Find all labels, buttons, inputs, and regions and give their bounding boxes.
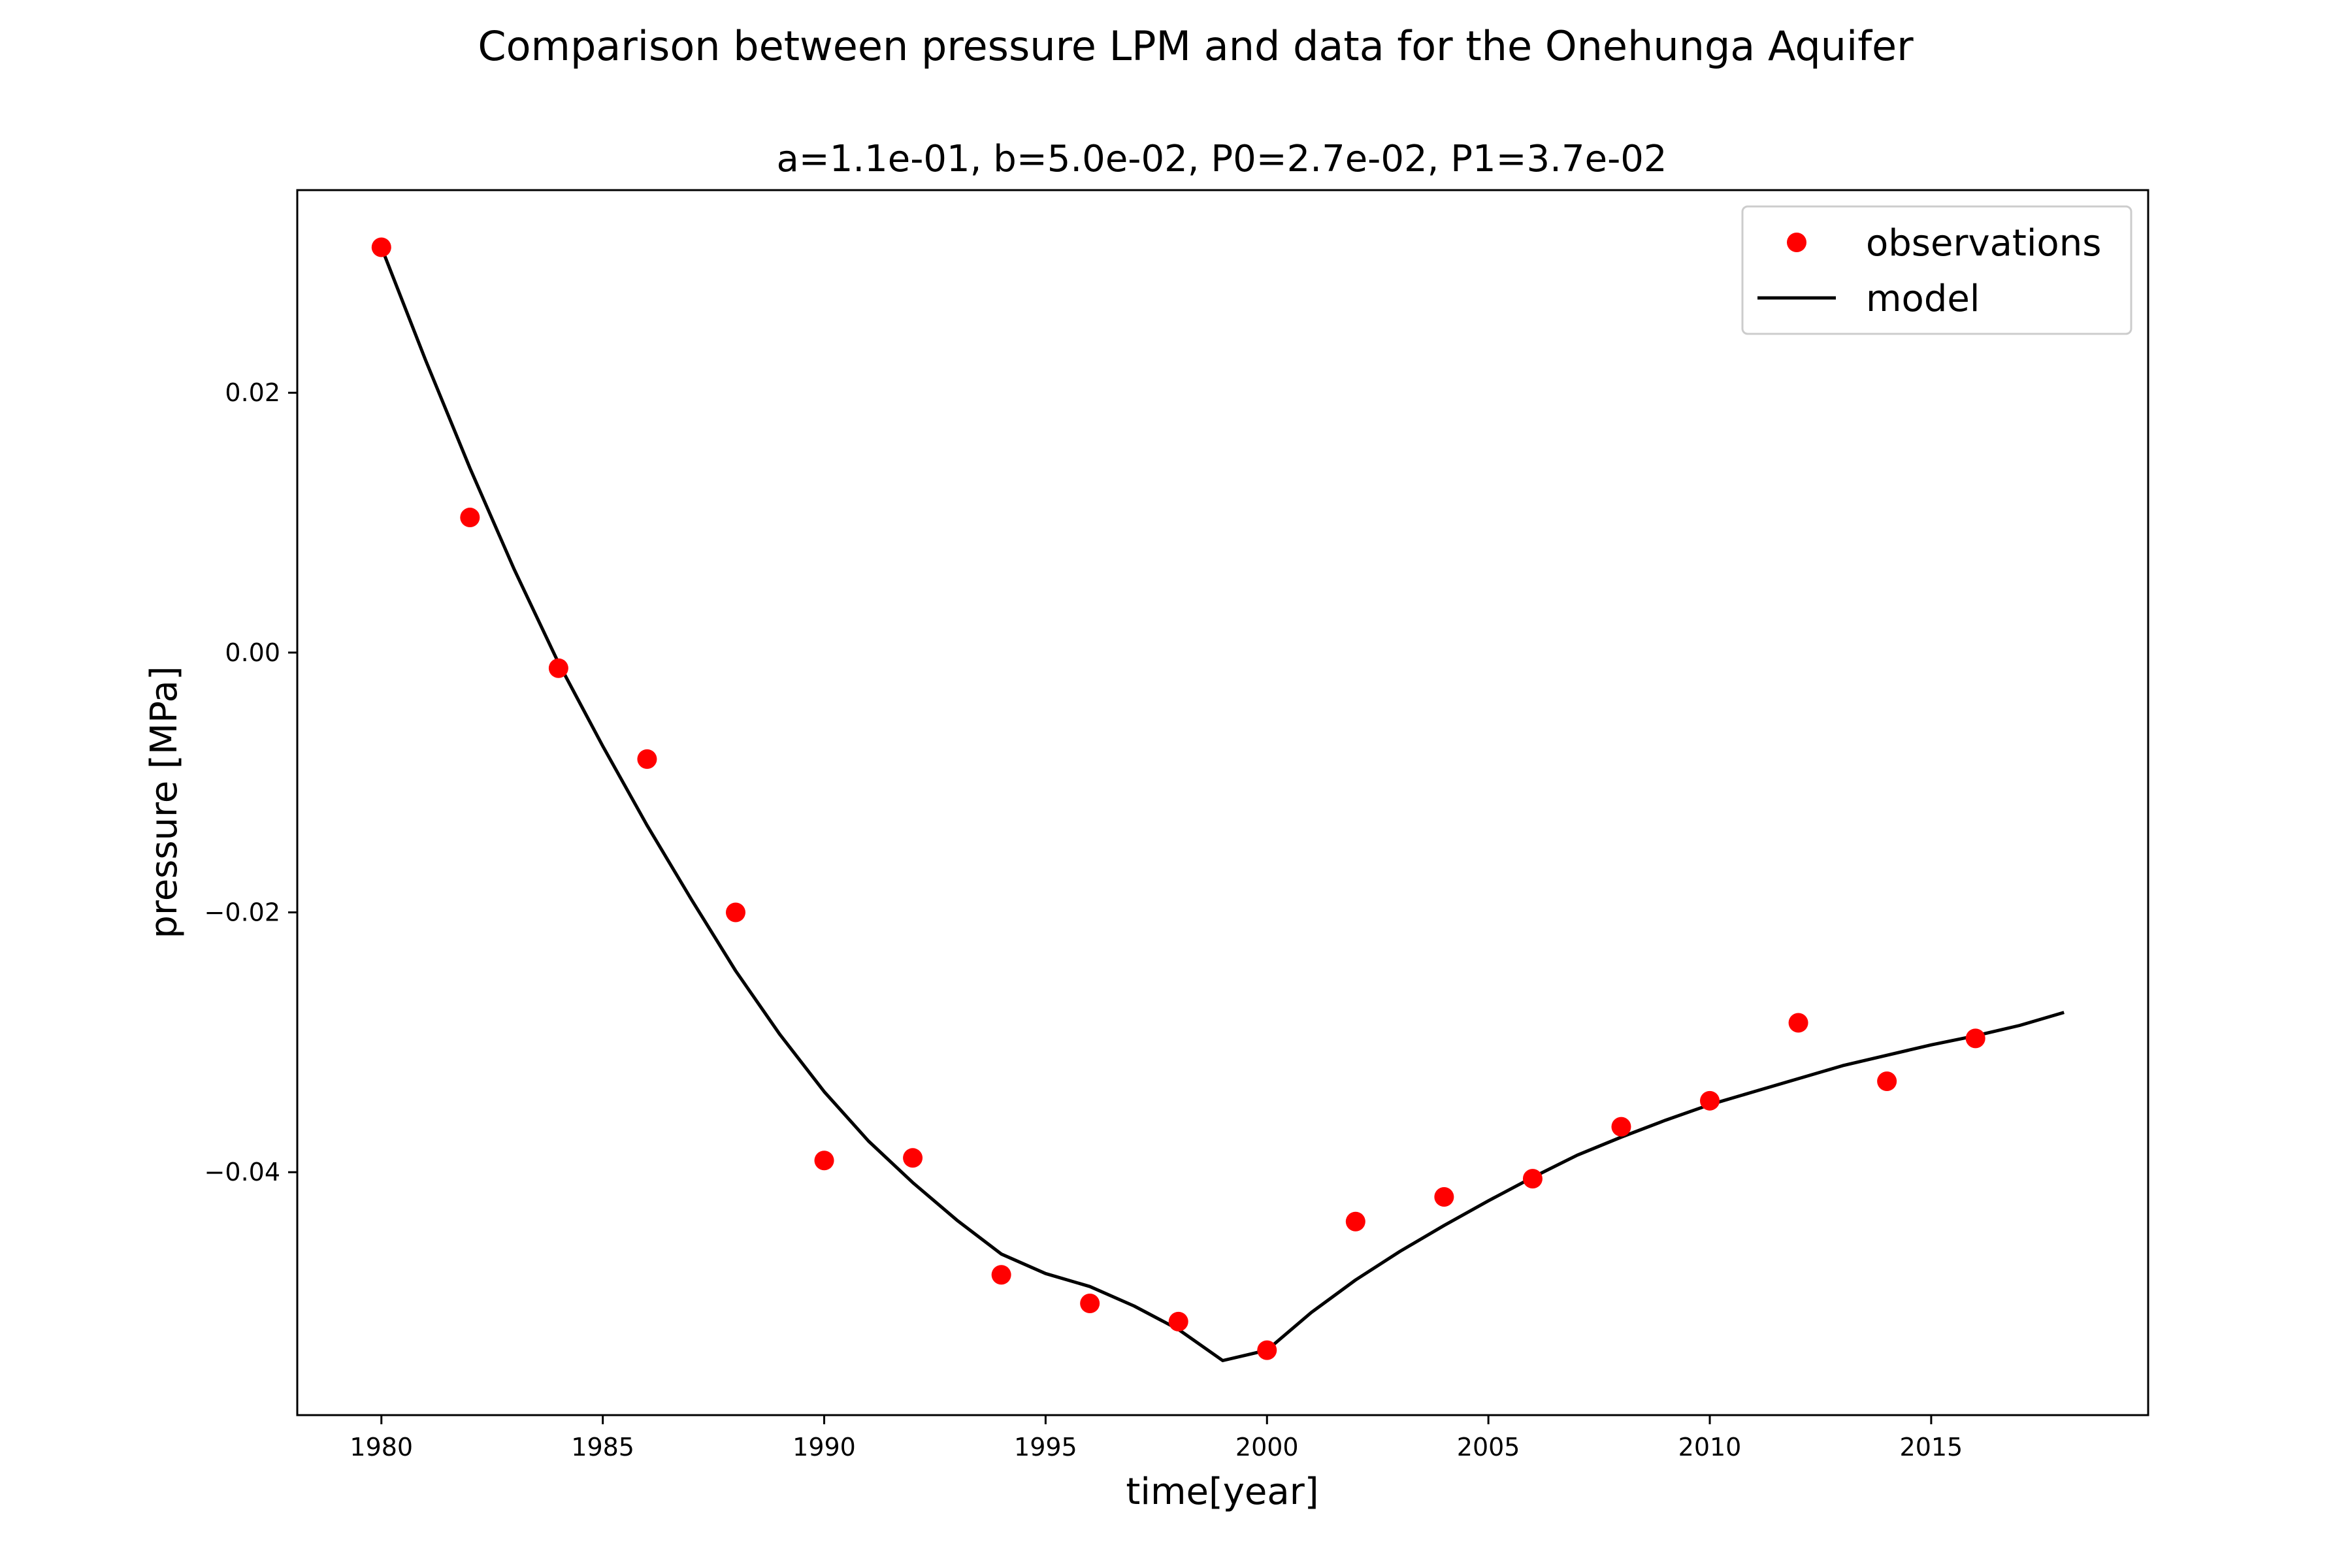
x-tick-label: 2015 — [1900, 1433, 1963, 1462]
observation-point — [1700, 1090, 1720, 1111]
y-tick-label: −0.04 — [204, 1158, 280, 1186]
chart-title: Comparison between pressure LPM and data… — [478, 22, 1914, 70]
x-tick-label: 2005 — [1457, 1433, 1520, 1462]
y-tick-label: 0.02 — [225, 378, 280, 407]
observation-point — [548, 658, 568, 678]
x-tick-label: 1980 — [350, 1433, 413, 1462]
legend: observations model — [1741, 205, 2132, 335]
legend-box — [1741, 205, 2132, 335]
y-tick-label: −0.02 — [204, 898, 280, 927]
plot-area-frame — [296, 189, 2149, 1416]
x-tick-label: 2010 — [1678, 1433, 1742, 1462]
x-tick-label: 2000 — [1235, 1433, 1299, 1462]
observation-point — [1257, 1340, 1277, 1360]
y-axis-label: pressure [MPa] — [143, 666, 186, 938]
y-tick-label: 0.00 — [225, 638, 280, 667]
observation-point — [371, 237, 391, 257]
x-axis-label: time[year] — [1126, 1471, 1318, 1513]
x-tick-label: 1995 — [1014, 1433, 1077, 1462]
observation-point — [637, 749, 657, 769]
observation-point — [460, 508, 480, 528]
observation-point — [1877, 1071, 1897, 1091]
y-axis: 0.02 0.00 −0.02 −0.04 — [204, 378, 297, 1186]
observation-point — [1345, 1211, 1365, 1232]
observation-point — [1611, 1117, 1631, 1137]
x-axis: 1980 1985 1990 1995 2000 2005 2010 2015 — [350, 1415, 1963, 1462]
observation-point — [903, 1148, 923, 1168]
legend-observations-marker — [1787, 233, 1806, 252]
observation-point — [1522, 1169, 1543, 1189]
x-tick-label: 1985 — [571, 1433, 634, 1462]
observation-point — [991, 1265, 1011, 1285]
model-line — [380, 246, 2065, 1362]
observation-point — [1965, 1028, 1985, 1049]
plot-marks — [371, 237, 2065, 1362]
legend-model-label: model — [1866, 278, 1980, 320]
x-tick-label: 1990 — [792, 1433, 856, 1462]
observation-point — [725, 902, 745, 923]
observation-point — [1080, 1294, 1100, 1314]
observation-point — [1168, 1311, 1188, 1331]
legend-observations-label: observations — [1866, 222, 2101, 265]
observation-point — [1788, 1013, 1808, 1033]
observation-point — [1434, 1186, 1454, 1207]
observation-point — [814, 1151, 834, 1171]
chart-subtitle: a=1.1e-01, b=5.0e-02, P0=2.7e-02, P1=3.7… — [776, 138, 1667, 180]
